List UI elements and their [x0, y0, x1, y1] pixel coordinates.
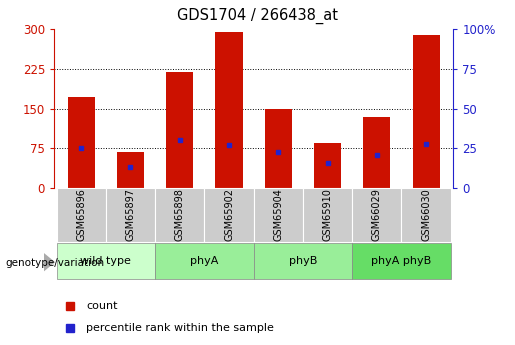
Text: phyB: phyB: [289, 256, 317, 266]
Bar: [57, 244, 155, 279]
Text: GSM65902: GSM65902: [224, 188, 234, 241]
Bar: [204, 188, 254, 241]
Text: GSM65898: GSM65898: [175, 188, 185, 241]
Text: GSM65896: GSM65896: [76, 188, 86, 241]
Bar: [314, 143, 341, 188]
Bar: [402, 188, 451, 241]
Bar: [363, 117, 390, 188]
Polygon shape: [44, 253, 55, 272]
Bar: [215, 32, 243, 188]
Text: percentile rank within the sample: percentile rank within the sample: [86, 323, 274, 333]
Text: wild type: wild type: [80, 256, 131, 266]
Text: genotype/variation: genotype/variation: [5, 258, 104, 268]
Bar: [352, 188, 402, 241]
Bar: [352, 244, 451, 279]
Bar: [57, 188, 106, 241]
Text: GDS1704 / 266438_at: GDS1704 / 266438_at: [177, 8, 338, 24]
Text: phyA: phyA: [190, 256, 218, 266]
Bar: [106, 188, 155, 241]
Bar: [155, 188, 204, 241]
Bar: [117, 152, 144, 188]
Bar: [166, 72, 193, 188]
Bar: [67, 97, 95, 188]
Bar: [265, 109, 292, 188]
Text: GSM65904: GSM65904: [273, 188, 283, 241]
Bar: [413, 34, 440, 188]
Text: GSM65910: GSM65910: [322, 188, 333, 241]
Bar: [303, 188, 352, 241]
Text: GSM65897: GSM65897: [126, 188, 135, 241]
Text: GSM66029: GSM66029: [372, 188, 382, 241]
Bar: [253, 188, 303, 241]
Text: count: count: [86, 301, 117, 310]
Bar: [253, 244, 352, 279]
Bar: [155, 244, 253, 279]
Text: phyA phyB: phyA phyB: [371, 256, 432, 266]
Text: GSM66030: GSM66030: [421, 188, 431, 241]
